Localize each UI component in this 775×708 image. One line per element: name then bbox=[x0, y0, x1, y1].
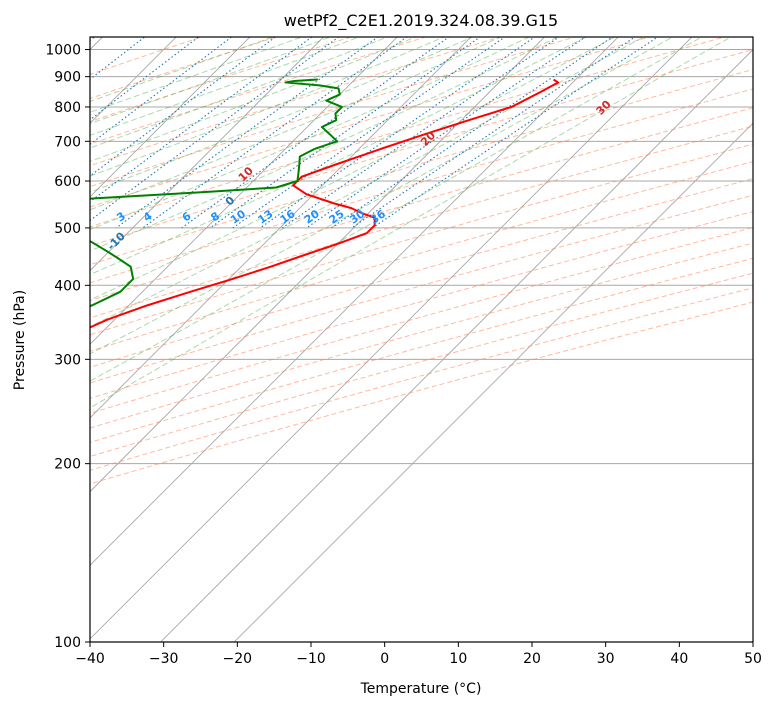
x-tick-label: −10 bbox=[296, 651, 326, 667]
y-tick-label: 500 bbox=[54, 221, 81, 237]
y-tick-label: 400 bbox=[54, 278, 81, 294]
x-tick-label: 0 bbox=[380, 651, 389, 667]
isotherm-line bbox=[90, 37, 251, 198]
x-tick-label: −30 bbox=[149, 651, 179, 667]
mixing-ratio-line bbox=[142, 37, 408, 229]
isotherm-line bbox=[90, 37, 398, 345]
dry-adiabat-line bbox=[90, 178, 753, 368]
moist-adiabat-line bbox=[90, 37, 616, 301]
mixing-ratio-line bbox=[209, 37, 482, 229]
dry-adiabat-line bbox=[90, 257, 753, 443]
mixing-ratio-line bbox=[351, 37, 636, 229]
y-axis-label: Pressure (hPa) bbox=[12, 290, 28, 390]
mixing-ratio-line bbox=[90, 37, 313, 203]
isotherm-line bbox=[159, 48, 753, 642]
dry-adiabat-line bbox=[90, 301, 753, 485]
y-tick-label: 1000 bbox=[45, 43, 81, 59]
series-lines bbox=[90, 78, 560, 329]
x-axis-label: Temperature (°C) bbox=[360, 681, 482, 697]
moist-adiabat-line bbox=[90, 37, 732, 409]
moist-adiabat-line bbox=[90, 37, 332, 125]
chart-title: wetPf2_C2E1.2019.324.08.39.G15 bbox=[284, 11, 558, 31]
dewpoint-line bbox=[90, 78, 343, 308]
dry-adiabat-line bbox=[90, 37, 428, 145]
moist-adiabat-line bbox=[90, 37, 417, 162]
moist-adiabat-line bbox=[90, 37, 588, 276]
moist-adiabat-line bbox=[90, 37, 703, 382]
isotherm-line bbox=[90, 37, 472, 419]
moist-adiabat-line bbox=[90, 37, 559, 252]
dry-adiabat-line bbox=[90, 37, 727, 228]
x-tick-label: 10 bbox=[449, 651, 467, 667]
isotherm-line bbox=[233, 122, 753, 642]
y-tick-label: 100 bbox=[54, 635, 81, 651]
x-tick-label: −20 bbox=[223, 651, 253, 667]
mixing-ratio-line bbox=[282, 37, 560, 229]
dry-adiabat-line bbox=[90, 194, 753, 384]
x-tick-label: 20 bbox=[523, 651, 541, 667]
mixing-ratio-line bbox=[90, 37, 233, 146]
mixing-ratio-line bbox=[232, 37, 506, 229]
x-tick-label: 50 bbox=[744, 651, 762, 667]
mixing-ratio-line bbox=[90, 37, 277, 177]
x-tick-label: 30 bbox=[597, 651, 615, 667]
mixing-ratio-line bbox=[115, 37, 379, 229]
moist-adiabat-line bbox=[90, 37, 502, 211]
x-tick-label: 40 bbox=[670, 651, 688, 667]
mixing-ratio-line bbox=[330, 37, 614, 229]
moist-adiabat-line bbox=[90, 37, 474, 193]
y-tick-label: 700 bbox=[54, 134, 81, 150]
mixing-ratio-line bbox=[372, 37, 659, 229]
x-tick-label: −40 bbox=[75, 651, 105, 667]
dry-adiabat-line bbox=[90, 37, 502, 167]
moist-adiabat-line bbox=[90, 37, 531, 230]
plot-frame bbox=[89, 36, 754, 643]
y-tick-label: 300 bbox=[54, 352, 81, 368]
y-tick-label: 800 bbox=[54, 100, 81, 116]
dry-adiabat-line bbox=[90, 37, 577, 188]
axes: −40 −30 −20 −10 0 10 20 30 40 50 100 200 300 400 500 60… bbox=[45, 43, 762, 667]
y-tick-label: 900 bbox=[54, 70, 81, 86]
moist-adiabat-line bbox=[90, 37, 446, 177]
y-tick-label: 600 bbox=[54, 174, 81, 190]
temperature-line bbox=[90, 78, 560, 329]
mixing-ratio-line bbox=[306, 37, 587, 229]
isotherm-line bbox=[90, 37, 325, 272]
moist-adiabat-line bbox=[90, 37, 275, 102]
dry-adiabat-line bbox=[90, 161, 753, 352]
mixing-ratio-line bbox=[90, 37, 340, 222]
moist-adiabat-line bbox=[90, 37, 361, 136]
isotherm-line bbox=[90, 37, 546, 493]
y-tick-label: 200 bbox=[54, 457, 81, 473]
dry-adiabat-line bbox=[90, 242, 753, 429]
isotherm-line bbox=[90, 37, 619, 566]
